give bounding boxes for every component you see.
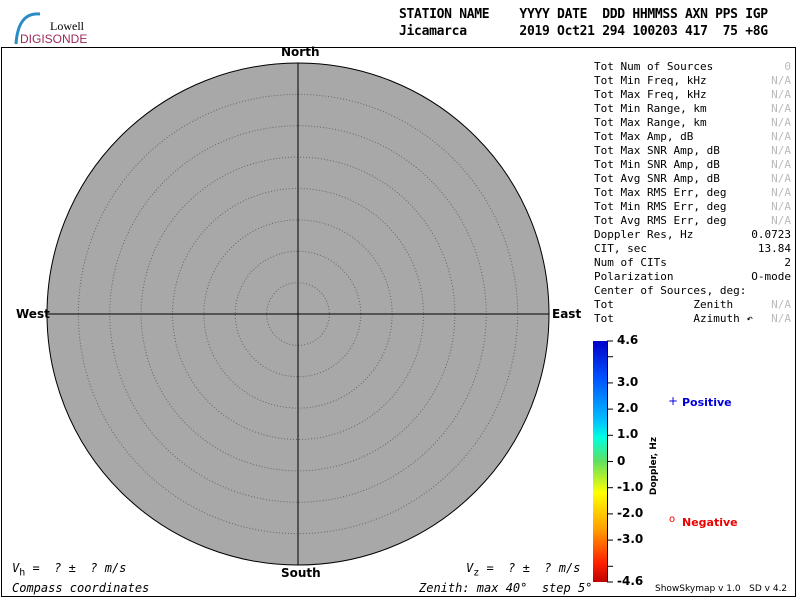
- colorbar-title: Doppler, Hz: [649, 436, 659, 496]
- positive-symbol: +: [668, 394, 679, 408]
- colorbar-ticks: [607, 340, 613, 583]
- stat-label: Tot Min Range, km: [594, 102, 707, 115]
- stat-label: Tot Min RMS Err, deg: [594, 200, 727, 213]
- header-labels: STATION NAME YYYY DATE DDD HHMMSS AXN PP…: [399, 7, 768, 22]
- stat-label: Num of CITs: [594, 256, 667, 269]
- stat-row: Doppler Res, Hz 0.0723: [594, 228, 791, 242]
- vz-value: = ? ± ? m/s: [479, 561, 581, 575]
- vh-value: = ? ± ? m/s: [25, 561, 127, 575]
- logo-arc-icon: [14, 12, 40, 45]
- plot-frame: [1, 47, 796, 597]
- vh-subscript: h: [19, 567, 26, 579]
- stat-row: Tot Max Range, km N/A: [594, 116, 791, 130]
- stat-row: Tot Min RMS Err, deg N/A: [594, 200, 791, 214]
- west-label: West: [16, 307, 50, 321]
- coordinate-system: Compass coordinates: [12, 581, 150, 595]
- vertical-velocity: Vz = ? ± ? m/s: [466, 561, 580, 578]
- stat-row: Center of Sources, deg:: [594, 284, 791, 298]
- stat-row: Tot Max RMS Err, deg N/A: [594, 186, 791, 200]
- south-label: South: [281, 566, 321, 580]
- stat-value: N/A: [771, 186, 791, 199]
- stat-row: Num of CITs 2: [594, 256, 791, 270]
- stat-value: N/A: [771, 130, 791, 143]
- vz-symbol: V: [466, 561, 474, 575]
- stat-value: 0.0723: [751, 228, 791, 241]
- negative-symbol: o: [669, 514, 676, 525]
- stat-label: Tot Min Freq, kHz: [594, 74, 707, 87]
- stat-label: Tot Min SNR Amp, dB: [594, 158, 720, 171]
- east-label: East: [552, 307, 582, 321]
- stat-row: Tot Azimuth ↶ N/A: [594, 312, 791, 326]
- stat-label: Tot Zenith: [594, 298, 734, 311]
- stat-label: Tot Azimuth ↶: [594, 312, 753, 325]
- stat-row: Tot Min Freq, kHz N/A: [594, 74, 791, 88]
- stat-label: Tot Max Amp, dB: [594, 130, 694, 143]
- stat-value: N/A: [771, 88, 791, 101]
- positive-label: Positive: [682, 396, 732, 409]
- stat-label: Tot Num of Sources: [594, 60, 714, 73]
- stat-label: Tot Max Freq, kHz: [594, 88, 707, 101]
- zenith-info: Zenith: max 40° step 5°: [419, 581, 593, 595]
- colorbar-tick-label: 2.0: [617, 401, 639, 416]
- stat-value: 0: [784, 60, 791, 73]
- stat-value: N/A: [771, 312, 791, 325]
- colorbar-tick-label: -2.0: [617, 505, 644, 520]
- stat-label: Center of Sources, deg:: [594, 284, 747, 297]
- stat-label: Tot Max RMS Err, deg: [594, 186, 727, 199]
- stat-value: 13.84: [757, 242, 791, 255]
- stat-row: Tot Zenith N/A: [594, 298, 791, 312]
- stat-row: Tot Min SNR Amp, dB N/A: [594, 158, 791, 172]
- stat-value: N/A: [771, 144, 791, 157]
- vz-subscript: z: [473, 567, 480, 579]
- stat-label: Doppler Res, Hz: [594, 228, 694, 241]
- colorbar-tick-label: 0: [617, 453, 626, 468]
- colorbar-tick-label: -3.0: [617, 532, 644, 547]
- stat-row: CIT, sec 13.84: [594, 242, 791, 256]
- colorbar-tick-label: 3.0: [617, 374, 639, 389]
- stat-label: Polarization: [594, 270, 674, 283]
- stat-row: Tot Avg SNR Amp, dB N/A: [594, 172, 791, 186]
- stat-label: Tot Avg RMS Err, deg: [594, 214, 727, 227]
- version-info: ShowSkymap v 1.0 SD v 4.2: [655, 584, 788, 594]
- colorbar-tick-label: 1.0: [617, 427, 639, 442]
- horizontal-velocity: Vh = ? ± ? m/s: [12, 561, 126, 578]
- stat-value: N/A: [771, 116, 791, 129]
- logo-line1: Lowell: [50, 19, 84, 33]
- logo: Lowell DIGISONDE: [10, 10, 90, 46]
- colorbar-tick-label: -1.0: [617, 479, 644, 494]
- stat-label: CIT, sec: [594, 242, 647, 255]
- stat-label: Tot Max SNR Amp, dB: [594, 144, 720, 157]
- stat-value: N/A: [771, 172, 791, 185]
- logo-line2: DIGISONDE: [20, 32, 88, 46]
- stat-value: N/A: [771, 200, 791, 213]
- stat-row: Tot Num of Sources 0: [594, 60, 791, 74]
- stat-value: N/A: [771, 158, 791, 171]
- stat-value: N/A: [771, 214, 791, 227]
- stat-value: N/A: [771, 298, 791, 311]
- stat-row: Tot Max SNR Amp, dB N/A: [594, 144, 791, 158]
- stat-value: N/A: [771, 102, 791, 115]
- vh-symbol: V: [12, 561, 20, 575]
- header-values: Jicamarca 2019 Oct21 294 100203 417 75 +…: [399, 24, 768, 39]
- stat-row: Polarization O-mode: [594, 270, 791, 284]
- stat-label: Tot Avg SNR Amp, dB: [594, 172, 720, 185]
- stat-row: Tot Max Amp, dB N/A: [594, 130, 791, 144]
- north-label: North: [281, 45, 320, 59]
- doppler-colorbar: [593, 341, 608, 582]
- stat-row: Tot Max Freq, kHz N/A: [594, 88, 791, 102]
- stat-label: Tot Max Range, km: [594, 116, 707, 129]
- stat-value: N/A: [771, 74, 791, 87]
- colorbar-tick-label: -4.6: [617, 574, 644, 588]
- colorbar-tick-label: 4.6: [617, 333, 639, 347]
- stat-row: Tot Avg RMS Err, deg N/A: [594, 214, 791, 228]
- stat-value: 2: [784, 256, 791, 269]
- stat-row: Tot Min Range, km N/A: [594, 102, 791, 116]
- negative-label: Negative: [682, 516, 738, 529]
- stat-value: O-mode: [751, 270, 791, 283]
